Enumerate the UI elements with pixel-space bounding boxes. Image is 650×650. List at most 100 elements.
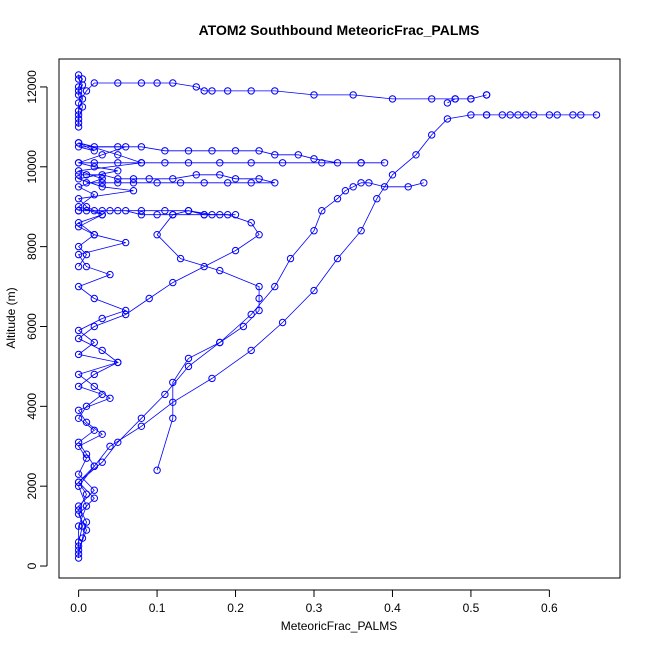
data-point (82, 171, 91, 179)
data-point (74, 550, 83, 558)
x-tick-label: 0.0 (70, 601, 87, 615)
data-point (98, 183, 106, 191)
data-point (357, 179, 365, 187)
data-point (310, 286, 318, 295)
x-tick-label: 0.2 (227, 601, 244, 615)
data-point (255, 231, 263, 239)
x-tick-label: 0.5 (463, 601, 480, 615)
data-point (82, 87, 91, 95)
data-point (169, 278, 177, 287)
data-point (74, 438, 83, 446)
data-point (74, 250, 83, 259)
y-tick-label: 2000 (25, 473, 39, 500)
data-point (74, 326, 83, 335)
data-point (184, 362, 193, 371)
data-point (482, 111, 491, 119)
data-point (522, 111, 530, 119)
data-point (153, 231, 161, 239)
data-point (208, 374, 216, 383)
data-point (82, 450, 91, 458)
data-point (161, 207, 169, 215)
data-point (184, 354, 193, 363)
x-tick-label: 0.6 (541, 601, 558, 615)
data-point (74, 107, 83, 115)
data-point (153, 211, 161, 219)
data-point (74, 546, 83, 554)
data-point (208, 147, 216, 155)
data-point (216, 171, 224, 179)
data-point (545, 111, 554, 119)
data-point (231, 175, 240, 183)
data-point (82, 203, 91, 211)
data-point (74, 482, 83, 490)
data-point (74, 71, 83, 79)
y-axis-label: Altitude (m) (4, 287, 18, 348)
data-point (482, 91, 491, 99)
data-point (271, 151, 279, 159)
data-point (122, 310, 130, 319)
data-point (74, 370, 83, 379)
data-point (349, 91, 357, 99)
data-point (82, 207, 91, 215)
data-point (98, 171, 106, 179)
data-point (114, 179, 122, 187)
data-point (224, 87, 232, 95)
data-point (247, 159, 255, 167)
data-point (530, 111, 538, 119)
data-point (74, 119, 83, 127)
data-point (349, 183, 357, 191)
data-point (114, 167, 122, 175)
data-point (506, 111, 514, 119)
data-point (74, 171, 83, 179)
data-point (114, 358, 122, 367)
data-point (137, 79, 146, 87)
data-point (161, 390, 169, 399)
data-point (74, 115, 83, 123)
data-point (90, 79, 99, 87)
data-point (428, 95, 436, 103)
data-point (98, 314, 106, 323)
data-point (90, 231, 99, 239)
data-point (216, 159, 224, 167)
series-layer (74, 71, 601, 562)
data-point (200, 87, 208, 95)
data-point (184, 207, 193, 215)
data-point (176, 254, 185, 263)
data-point (255, 282, 263, 291)
data-point (90, 163, 99, 171)
data-point (98, 179, 106, 187)
data-point (98, 207, 106, 215)
data-point (231, 246, 240, 255)
data-point (74, 382, 83, 391)
data-point (74, 282, 83, 291)
series-0 (74, 139, 146, 562)
data-point (90, 322, 99, 331)
data-point (169, 175, 177, 183)
data-point (114, 79, 122, 87)
data-point (98, 430, 106, 438)
data-point (255, 306, 263, 315)
data-point (74, 414, 83, 422)
data-point (78, 95, 87, 103)
data-point (286, 254, 295, 263)
data-point (278, 318, 287, 327)
data-point (74, 554, 83, 562)
data-point (98, 211, 106, 219)
data-point (428, 131, 436, 139)
data-point (74, 542, 83, 550)
data-point (98, 458, 106, 466)
data-point (74, 522, 83, 530)
data-point (137, 143, 146, 151)
y-tick-label: 8000 (25, 233, 39, 260)
data-point (137, 414, 146, 422)
data-point (278, 159, 287, 167)
data-point (169, 211, 177, 219)
data-point (74, 159, 83, 167)
series-line (78, 142, 385, 164)
data-point (318, 207, 326, 215)
y-tick-label: 4000 (25, 393, 39, 420)
plot-frame (58, 58, 621, 579)
series-4 (74, 79, 491, 131)
data-point (514, 111, 522, 119)
data-point (74, 143, 83, 151)
